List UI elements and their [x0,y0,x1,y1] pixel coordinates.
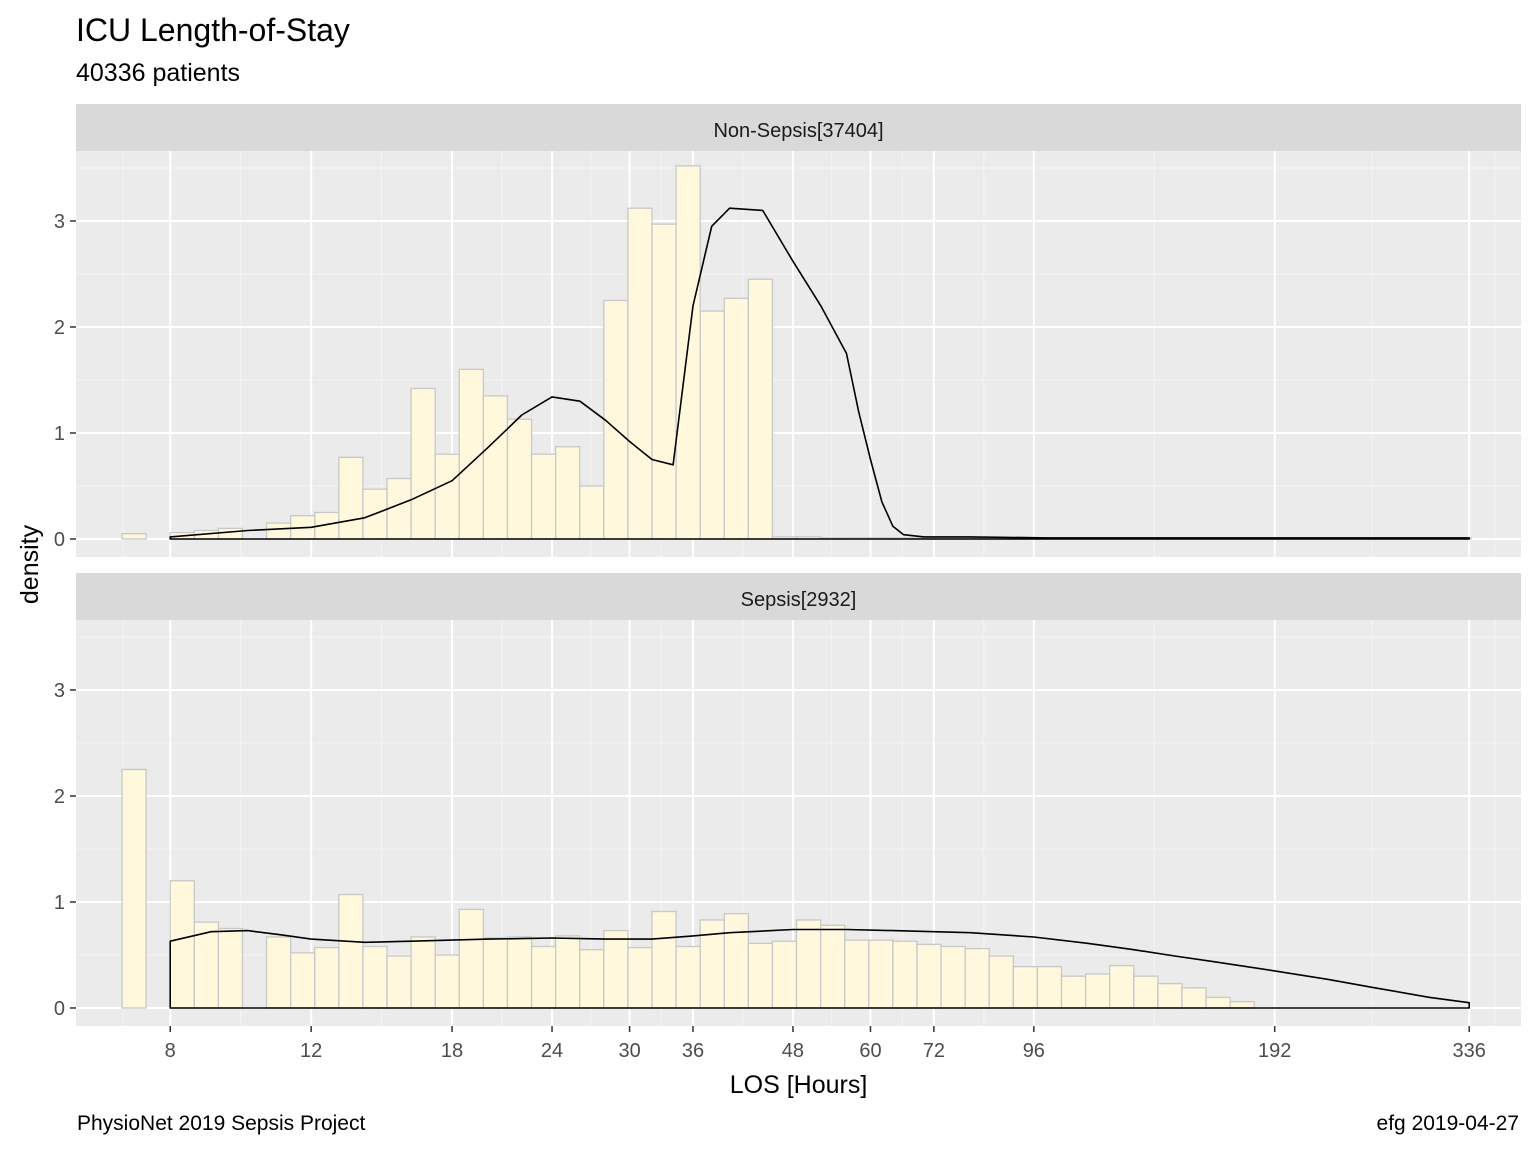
histogram-bar [579,485,605,540]
histogram-bar [940,945,966,1009]
histogram-bar [603,299,629,540]
histogram-bar [410,936,436,1009]
histogram-bar [314,946,340,1009]
histogram-bar [916,943,942,1009]
histogram-bar [651,223,677,540]
x-axis-tick-label: 72 [923,1040,945,1062]
histogram-bar [265,522,292,540]
x-axis-tick-label: 24 [541,1040,563,1062]
density-curve [169,207,1470,540]
x-axis-tick-label: 96 [1023,1040,1045,1062]
y-axis-tick-label: 0 [54,529,65,551]
facet-strip-label: Non-Sepsis[37404] [713,120,883,142]
histogram-bar [844,939,870,1009]
histogram-bar [723,297,750,540]
y-axis-tick-label: 3 [54,211,65,233]
caption-source: PhysioNet 2019 Sepsis Project [77,1112,366,1135]
histogram-bar [603,929,629,1009]
histogram-bar [627,207,653,540]
histogram-bar [554,446,581,540]
histogram-bar [506,418,533,540]
histogram-bar [747,942,774,1009]
histogram-bar [530,945,557,1009]
y-axis-tick-label: 1 [54,423,65,445]
x-axis-title: LOS [Hours] [730,1071,868,1099]
x-axis-tick-label: 60 [859,1040,881,1062]
histogram-bar [964,947,990,1009]
y-axis-tick-label: 2 [54,317,65,339]
facet-strip [76,573,1521,620]
histogram-bar [338,456,364,540]
histogram-bar [530,453,557,540]
histogram-bar [795,919,822,1009]
histogram-bar [458,908,485,1009]
histogram-bar [1109,964,1135,1009]
histogram-bar [675,945,701,1009]
histogram-bar [627,946,653,1009]
histogram-bar [434,453,460,540]
y-axis-tick-label: 1 [54,892,65,914]
histogram-bar [699,310,725,540]
histogram-bar [579,949,605,1009]
caption-author-date: efg 2019-04-27 [1376,1112,1519,1135]
histogram-bar [1205,996,1231,1009]
histogram-bar [290,952,316,1009]
histogram-bar [868,939,894,1009]
x-axis-tick-label: 12 [300,1040,322,1062]
histogram-bar [892,940,918,1009]
histogram-bar [819,924,846,1009]
y-axis-tick-label: 0 [54,998,65,1020]
histogram-bar [554,935,581,1009]
chart-title: ICU Length-of-Stay [76,12,350,48]
density-curve [169,928,1470,1009]
x-axis-tick-label: 8 [165,1040,176,1062]
y-axis-title: density [16,524,44,604]
y-axis-tick-label: 2 [54,786,65,808]
histogram-bar [1060,975,1087,1009]
x-axis-tick-label: 36 [682,1040,704,1062]
histogram-bar [265,936,292,1009]
histogram-bar [362,945,388,1009]
histogram-bar [338,893,364,1009]
histogram-bar [121,768,147,1009]
histogram-bar [1181,987,1207,1009]
histogram-bar [434,954,460,1009]
histogram-bar [1133,975,1159,1009]
histogram-bar [1157,982,1183,1009]
histogram-bar [1036,965,1063,1009]
histogram-bar [675,165,701,540]
histogram-bar [386,955,412,1009]
x-axis-tick-label: 18 [441,1040,463,1062]
x-axis-tick-label: 48 [782,1040,804,1062]
histogram-bar [651,910,677,1009]
histogram-bar [723,912,750,1009]
histogram-bar [1012,965,1039,1009]
x-axis-tick-label: 192 [1258,1040,1291,1062]
facet-strip [76,104,1521,151]
histogram-bar [121,533,147,540]
histogram-bar [1084,973,1111,1009]
panel-background [76,151,1521,557]
histogram-bar [410,387,436,540]
chart-subtitle: 40336 patients [76,59,241,87]
x-axis-tick-label: 336 [1453,1040,1486,1062]
histogram-bar [506,936,533,1009]
y-axis-tick-label: 3 [54,680,65,702]
histogram-bar [747,278,774,540]
x-axis-tick-label: 30 [618,1040,640,1062]
histogram-bar [386,477,412,540]
facet-strip-label: Sepsis[2932] [741,589,857,611]
histogram-bar [217,927,244,1009]
histogram-bar [193,921,220,1009]
histogram-bar [988,955,1014,1009]
histogram-bar [482,937,509,1009]
histogram-bar [217,527,244,540]
histogram-bar [169,880,195,1009]
histogram-bar [1229,1000,1255,1009]
histogram-bar [482,395,509,540]
histogram-bar [771,940,798,1009]
